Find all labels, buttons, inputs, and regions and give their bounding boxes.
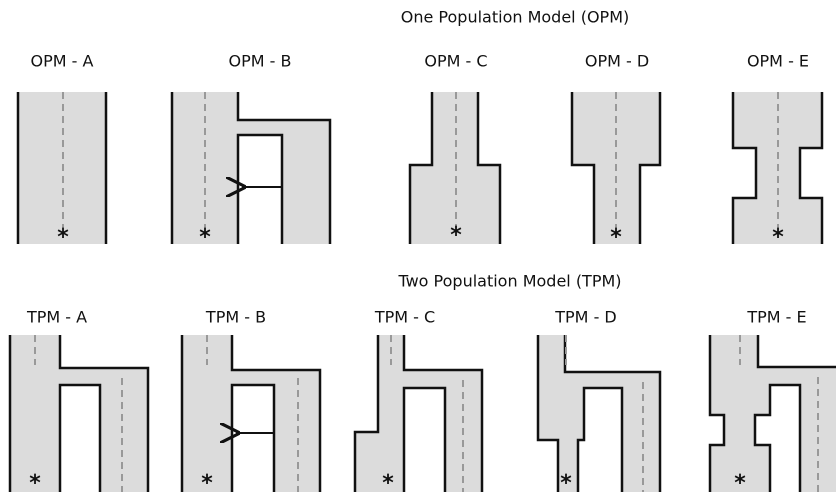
panel-label: TPM - E <box>746 308 806 327</box>
marker: * <box>382 471 394 492</box>
panel-label: TPM - C <box>374 308 435 327</box>
opm-a: * <box>16 92 108 250</box>
marker: * <box>29 471 41 492</box>
opm-d: * <box>570 92 662 250</box>
panel-label: TPM - B <box>205 308 266 327</box>
marker: * <box>610 225 622 250</box>
panel-label: TPM - A <box>26 308 87 327</box>
panel-label: OPM - E <box>747 52 809 71</box>
tpm-d: * <box>536 335 662 492</box>
marker: * <box>734 471 746 492</box>
marker: * <box>57 225 69 250</box>
panel-label: OPM - D <box>585 52 649 71</box>
panel-label: OPM - B <box>229 52 292 71</box>
panel-label: TPM - D <box>554 308 617 327</box>
opm-b: * <box>170 92 332 250</box>
title: One Population Model (OPM) <box>401 8 629 27</box>
marker: * <box>772 225 784 250</box>
tpm-b: * <box>180 335 322 492</box>
marker: * <box>199 225 211 250</box>
marker: * <box>560 471 572 492</box>
marker: * <box>450 223 462 248</box>
opm-e: * <box>731 92 824 250</box>
tpm-a: * <box>8 335 150 492</box>
tpm-e: * <box>708 335 836 492</box>
panel-label: OPM - A <box>31 52 94 71</box>
title: Two Population Model (TPM) <box>397 272 621 291</box>
panel-label: OPM - C <box>424 52 487 71</box>
tpm-c: * <box>353 335 484 492</box>
opm-c: * <box>408 92 502 248</box>
marker: * <box>201 471 213 492</box>
